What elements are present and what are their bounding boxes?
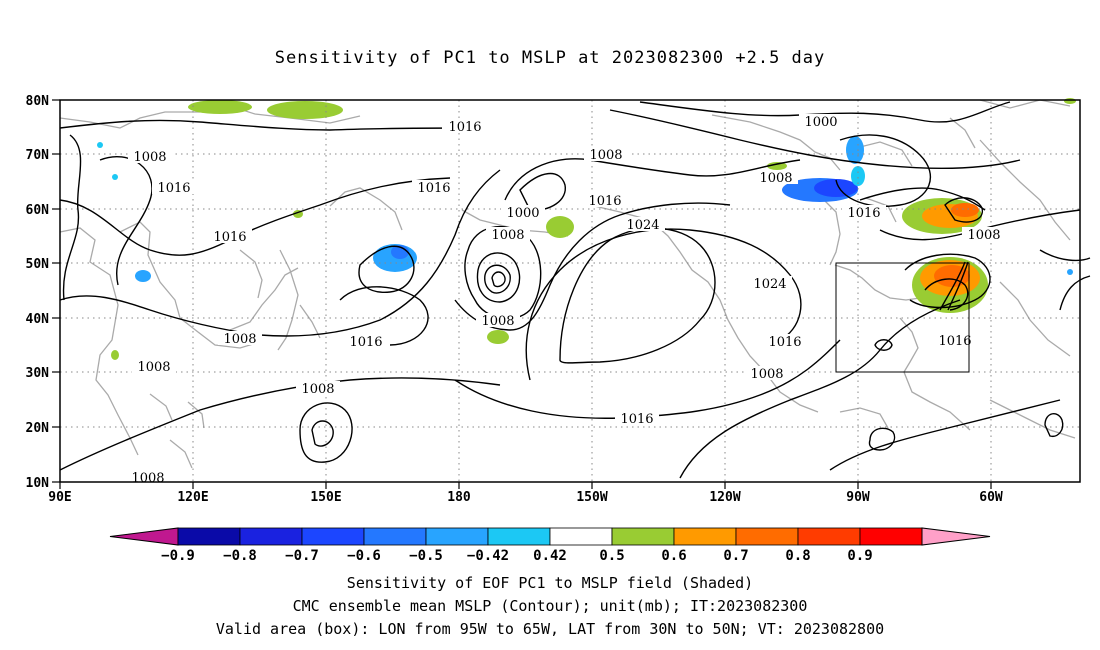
contour-label: 1008 [223, 332, 256, 347]
contour-label: 1016 [620, 412, 653, 427]
colorbar-swatch [797, 527, 861, 546]
map-frame [59, 99, 1081, 483]
colorbar-arrow-low [109, 527, 179, 546]
map-title: Sensitivity of PC1 to MSLP at 2023082300… [274, 48, 826, 68]
caption-shading: Sensitivity of EOF PC1 to MSLP field (Sh… [346, 574, 754, 592]
contour-label: 1008 [137, 360, 170, 375]
colorbar-tick-label: −0.5 [409, 548, 443, 564]
lon-label: 150W [576, 490, 607, 505]
contour-label: 1008 [131, 471, 164, 486]
contour-label: 1016 [157, 181, 190, 196]
axis-ticks [52, 99, 992, 489]
lon-label: 120W [709, 490, 740, 505]
colorbar-swatch [735, 527, 799, 546]
lat-label: 30N [26, 366, 50, 381]
colorbar-labels: −0.9 −0.8 −0.7 −0.6 −0.5 −0.42 0.42 0.5 0.6 0.7 0.… [161, 548, 873, 564]
contour-label: 1016 [938, 334, 971, 349]
colorbar-swatch [363, 527, 427, 546]
colorbar-swatch [611, 527, 675, 546]
contour-label: 1008 [589, 148, 622, 163]
colorbar-tick-label: 0.5 [599, 548, 624, 564]
contour-label: 1024 [626, 218, 659, 233]
contour-label: 1016 [448, 120, 481, 135]
colorbar-tick-label: −0.6 [347, 548, 381, 564]
colorbar-tick-label: −0.9 [161, 548, 195, 564]
contour-label: 1008 [750, 367, 783, 382]
lat-label: 10N [26, 476, 50, 491]
colorbar-tick-label: 0.8 [785, 548, 810, 564]
lon-label: 120E [177, 490, 208, 505]
contour-label: 1016 [588, 194, 621, 209]
colorbar-tick-label: 0.6 [661, 548, 686, 564]
contour-label: 1008 [759, 171, 792, 186]
lat-label: 70N [26, 148, 50, 163]
lat-label: 80N [26, 94, 50, 109]
contour-label: 1016 [847, 206, 880, 221]
lat-label: 60N [26, 203, 50, 218]
valid-area-box [835, 262, 970, 373]
lon-label: 180 [447, 490, 471, 505]
colorbar-tick-label: −0.42 [467, 548, 509, 564]
colorbar-swatch [487, 527, 551, 546]
contour-labels: 1016 1008 1016 1016 1016 1008 1000 1016 … [126, 114, 1006, 486]
colorbar-swatch [301, 527, 365, 546]
contour-label: 1008 [491, 228, 524, 243]
contour-label: 1016 [417, 181, 450, 196]
lon-label: 60W [979, 490, 1003, 505]
contour-label: 1008 [301, 382, 334, 397]
colorbar-arrow-high [921, 527, 991, 546]
lat-label: 40N [26, 312, 50, 327]
contour-label: 1016 [768, 335, 801, 350]
colorbar-swatch [673, 527, 737, 546]
lat-label: 50N [26, 257, 50, 272]
longitude-labels: 90E 120E 150E 180 150W 120W 90W 60W [48, 490, 1003, 505]
lon-label: 150E [310, 490, 341, 505]
colorbar [109, 527, 991, 546]
colorbar-swatch [549, 527, 613, 546]
caption-valid-area: Valid area (box): LON from 95W to 65W, L… [215, 620, 885, 638]
lon-label: 90W [846, 490, 870, 505]
mslp-contours [59, 101, 1091, 479]
contour-label: 1016 [349, 335, 382, 350]
colorbar-tick-label: −0.7 [285, 548, 319, 564]
colorbar-swatch [859, 527, 923, 546]
colorbar-tick-label: −0.8 [223, 548, 257, 564]
caption-contour: CMC ensemble mean MSLP (Contour); unit(m… [292, 597, 808, 615]
contour-label: 1016 [213, 230, 246, 245]
lat-label: 20N [26, 421, 50, 436]
colorbar-tick-label: 0.9 [847, 548, 872, 564]
colorbar-tick-label: 0.7 [723, 548, 748, 564]
contour-label: 1024 [753, 277, 786, 292]
latitude-labels: 80N 70N 60N 50N 40N 30N 20N 10N [26, 94, 50, 491]
colorbar-swatch [177, 527, 241, 546]
sensitivity-shading [97, 98, 1076, 360]
contour-label: 1008 [967, 228, 1000, 243]
colorbar-swatch [425, 527, 489, 546]
colorbar-tick-label: 0.42 [533, 548, 567, 564]
contour-label: 1008 [133, 150, 166, 165]
contour-label: 1000 [804, 115, 837, 130]
colorbar-swatch [239, 527, 303, 546]
contour-label: 1008 [481, 314, 514, 329]
contour-label: 1000 [506, 206, 539, 221]
lon-label: 90E [48, 490, 71, 505]
